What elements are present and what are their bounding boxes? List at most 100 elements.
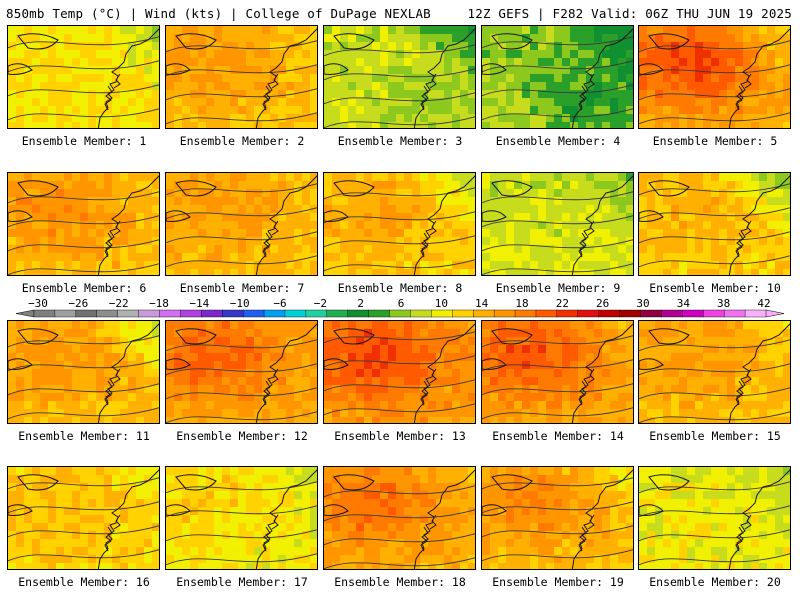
temperature-cell [618,58,627,67]
temperature-cell [586,205,595,214]
temperature-cell [562,189,571,198]
temperature-cell [586,66,595,75]
temperature-cell [396,106,405,115]
coastline [648,180,690,197]
temperature-cell [727,106,736,115]
ensemble-member-map [323,172,476,276]
temperature-cell [222,58,231,67]
temperature-cell [460,245,469,254]
temperature-cell [144,515,153,524]
temperature-cell [144,377,153,386]
temperature-cell [222,361,231,370]
temperature-cell [174,42,183,51]
temperature-cell [16,261,25,270]
temperature-cell [538,261,547,270]
temperature-cell [695,98,704,107]
temperature-cell [80,114,89,123]
temperature-cell [310,547,317,556]
temperature-cell [727,345,736,354]
temperature-cell [436,181,445,190]
height-contour [482,407,633,420]
temperature-cell [88,515,97,524]
temperature-cell [310,58,317,67]
temperature-cell [16,229,25,238]
temperature-cell [671,26,680,35]
temperature-cell [735,205,744,214]
temperature-cell [428,34,437,43]
temperature-cell [332,417,341,423]
temperature-cell [96,345,105,354]
temperature-cell [743,98,752,107]
temperature-cell [663,245,672,254]
temperature-cell [436,237,445,246]
temperature-cell [679,181,688,190]
height-contour [324,557,475,569]
temperature-cell [538,106,547,115]
temperature-cell [460,26,469,35]
temperature-cell [152,329,159,338]
coastline [482,210,507,222]
temperature-cell [40,531,49,540]
temperature-cell [647,237,656,246]
temperature-cell [639,205,648,214]
temperature-cell [679,245,688,254]
temperature-cell [444,353,453,362]
temperature-cell [112,353,121,362]
temperature-cell [206,547,215,556]
temperature-cell [230,321,239,330]
temperature-cell [396,261,405,270]
temperature-cell [578,329,587,338]
temperature-cell [80,197,89,206]
temperature-cell [783,329,790,338]
temperature-cell [348,475,357,484]
temperature-cell [136,377,145,386]
temperature-cell [783,245,790,254]
coastline [175,328,217,345]
temperature-cell [182,98,191,107]
temperature-cell [16,555,25,564]
temperature-cell [166,539,175,548]
temperature-cell [783,337,790,346]
temperature-cell [238,547,247,556]
temperature-cell [468,483,475,492]
temperature-cell [578,369,587,378]
temperature-cell [294,261,303,270]
temperature-cell [538,483,547,492]
temperature-cell [206,491,215,500]
temperature-cell [356,42,365,51]
temperature-cell [570,74,579,83]
temperature-cell [468,221,475,230]
temperature-cell [618,106,627,115]
temperature-cell [32,393,41,402]
temperature-cell [570,353,579,362]
ensemble-member-map [481,466,634,570]
temperature-cell [663,122,672,128]
temperature-cell [222,205,231,214]
temperature-cell [482,377,491,386]
temperature-cell [404,245,413,254]
temperature-cell [56,58,65,67]
temperature-cell [602,369,611,378]
temperature-cell [735,50,744,59]
temperature-cell [743,74,752,83]
temperature-cell [404,563,413,569]
temperature-cell [166,491,175,500]
temperature-cell [562,82,571,91]
temperature-cell [412,483,421,492]
temperature-cell [610,229,619,238]
temperature-cell [514,475,523,484]
temperature-cell [428,475,437,484]
temperature-cell [594,385,603,394]
temperature-cell [278,385,287,394]
temperature-cell [452,531,461,540]
temperature-cell [452,213,461,222]
temperature-cell [364,221,373,230]
temperature-cell [626,229,633,238]
temperature-cell [372,369,381,378]
temperature-cell [364,523,373,532]
temperature-cell [222,507,231,516]
temperature-cell [775,329,784,338]
temperature-cell [404,34,413,43]
temperature-cell [530,393,539,402]
temperature-cell [24,181,33,190]
